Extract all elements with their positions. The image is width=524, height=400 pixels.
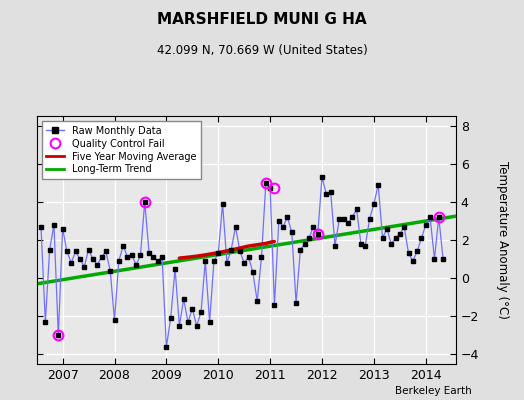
Text: MARSHFIELD MUNI G HA: MARSHFIELD MUNI G HA — [157, 12, 367, 27]
Text: Berkeley Earth: Berkeley Earth — [395, 386, 472, 396]
Y-axis label: Temperature Anomaly (°C): Temperature Anomaly (°C) — [496, 161, 509, 319]
Text: 42.099 N, 70.669 W (United States): 42.099 N, 70.669 W (United States) — [157, 44, 367, 57]
Legend: Raw Monthly Data, Quality Control Fail, Five Year Moving Average, Long-Term Tren: Raw Monthly Data, Quality Control Fail, … — [41, 121, 201, 179]
